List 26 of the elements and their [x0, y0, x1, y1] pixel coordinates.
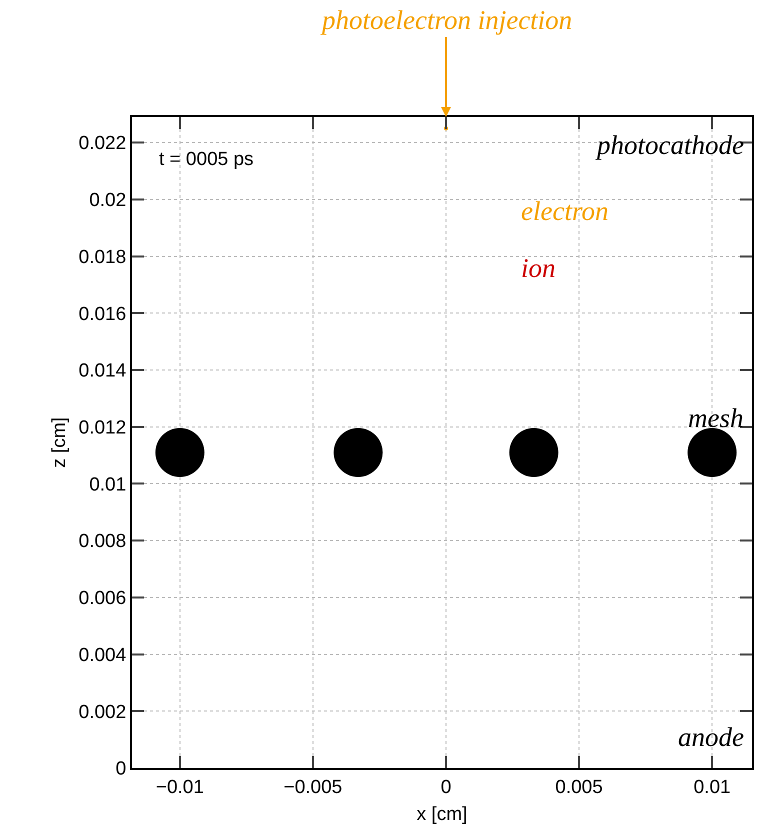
y-tick-label: 0.008 — [78, 531, 126, 552]
legend-label: ion — [521, 253, 556, 283]
x-tick-label: −0.01 — [156, 776, 204, 798]
y-tick-label: 0 — [116, 758, 126, 780]
x-axis-title: x [cm] — [416, 804, 468, 826]
y-tick-label: 0.016 — [78, 304, 126, 325]
x-tick-label: 0.01 — [694, 776, 731, 798]
y-tick-label: 0.004 — [78, 644, 127, 666]
y-tick-label: 0.006 — [78, 588, 126, 610]
y-tick-label: 0.02 — [89, 190, 126, 212]
annotation: t = 0005 ps — [159, 149, 254, 170]
y-tick-label: 0.002 — [78, 702, 126, 723]
x-tick-label: 0.005 — [555, 776, 603, 798]
y-tick-label: 0.014 — [78, 360, 127, 382]
text: electron — [521, 196, 608, 226]
y-axis-title: z [cm] — [49, 417, 70, 468]
annotation: anode — [678, 722, 744, 752]
annotation: photocathode — [595, 130, 744, 160]
series-label: mesh — [688, 403, 744, 433]
y-tick-label: 0.018 — [78, 246, 126, 268]
text: photoelectron injection — [320, 5, 572, 35]
y-tick-label: 0.022 — [78, 133, 126, 154]
x-tick-label: 0 — [440, 776, 452, 798]
y-tick-label: 0.01 — [89, 474, 126, 496]
y-tick-label: 0.012 — [78, 418, 126, 439]
x-tick-label: −0.005 — [284, 776, 342, 798]
